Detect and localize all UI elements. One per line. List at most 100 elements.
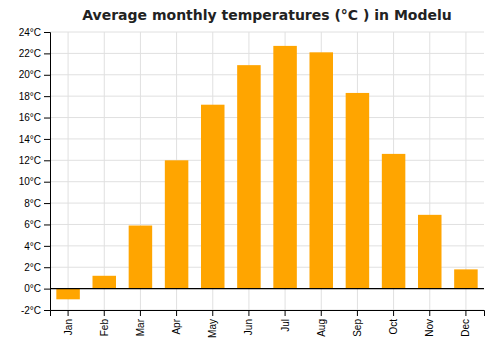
tick: 8°C: [24, 198, 50, 209]
bar: [418, 215, 442, 289]
tick: Aug: [316, 310, 327, 337]
tick-mark: [140, 310, 141, 316]
tick: Jun: [243, 310, 254, 335]
tick: Feb: [99, 310, 110, 336]
tick-mark: [44, 118, 50, 119]
plot: -2°C 0°C 2°C 4°C 6°C 8°C 10°C 12°C 14°C 16°C 18°C 2…: [19, 27, 485, 338]
bar: [309, 52, 333, 288]
tick-label: Jan: [63, 319, 74, 335]
tick-label: Apr: [171, 318, 182, 334]
tick: 24°C: [19, 27, 50, 38]
tick-label: 18°C: [19, 91, 41, 102]
tick-label: Feb: [99, 319, 110, 337]
tick-mark: [44, 53, 50, 54]
tick-label: Aug: [316, 319, 327, 337]
tick-label: 6°C: [24, 219, 41, 230]
tick-mark: [44, 289, 50, 290]
tick-mark: [429, 310, 430, 316]
grid-line: [50, 181, 484, 182]
bar: [92, 276, 116, 289]
tick: -2°C: [21, 305, 50, 316]
tick-mark: [285, 310, 286, 316]
grid: [50, 32, 484, 310]
tick: 6°C: [24, 219, 50, 230]
tick-mark: [44, 75, 50, 76]
tick: Sep: [352, 310, 363, 337]
tick-mark: [44, 182, 50, 183]
y-axis: -2°C 0°C 2°C 4°C 6°C 8°C 10°C 12°C 14°C 16°C 18°C 2…: [19, 27, 51, 316]
tick: Dec: [460, 310, 471, 337]
bar: [273, 46, 297, 289]
bars: [50, 46, 484, 299]
tick-mark: [321, 310, 322, 316]
tick-label: 16°C: [19, 112, 41, 123]
tick-mark: [44, 96, 50, 97]
tick-label: -2°C: [21, 305, 41, 316]
tick-label: Jun: [243, 319, 254, 335]
tick: Nov: [424, 310, 435, 337]
axis-line: [51, 311, 485, 317]
grid-line: [50, 288, 484, 289]
tick: 14°C: [19, 134, 50, 145]
tick-mark: [44, 246, 50, 247]
grid-line: [50, 203, 484, 204]
tick-mark: [44, 203, 50, 204]
x-axis: Jan Feb Mar Apr May Jun Jul Aug Sep Oct Nov Dec: [51, 310, 485, 338]
tick-label: 2°C: [24, 262, 41, 273]
tick: 2°C: [24, 262, 50, 273]
tick-label: Sep: [352, 319, 363, 337]
tick: May: [207, 310, 218, 338]
tick-mark: [465, 310, 466, 316]
tick: 16°C: [19, 112, 50, 123]
bar: [382, 154, 406, 289]
grid-line: [104, 32, 105, 310]
tick-mark: [44, 267, 50, 268]
tick-label: 12°C: [19, 155, 41, 166]
tick: 0°C: [24, 283, 50, 294]
tick-label: 4°C: [24, 241, 41, 252]
tick-mark: [357, 310, 358, 316]
tick: 22°C: [19, 48, 50, 59]
baseline: [50, 288, 484, 289]
tick-label: 20°C: [19, 69, 41, 80]
grid-line: [50, 160, 484, 161]
tick: Mar: [135, 310, 146, 336]
tick: 4°C: [24, 241, 50, 252]
tick-label: Jul: [280, 319, 291, 332]
grid-line: [465, 32, 466, 310]
tick: 10°C: [19, 176, 50, 187]
tick-mark: [68, 310, 69, 316]
tick-label: Dec: [460, 319, 471, 337]
title: Average monthly temperatures (°C ) in Mo…: [82, 7, 452, 23]
bar: [165, 160, 189, 288]
grid-line: [50, 117, 484, 118]
tick-mark: [212, 310, 213, 316]
tick-mark: [248, 310, 249, 316]
grid-line: [50, 74, 484, 75]
grid-line: [50, 32, 484, 33]
bar: [129, 226, 153, 289]
grid-line: [50, 138, 484, 139]
tick-label: 22°C: [19, 48, 41, 59]
tick-label: Mar: [135, 318, 146, 336]
tick-mark: [44, 160, 50, 161]
tick-label: 8°C: [24, 198, 41, 209]
tick: Apr: [171, 310, 182, 335]
tick: 18°C: [19, 91, 50, 102]
axis-line: [44, 33, 51, 311]
bar: [346, 93, 370, 289]
tick-mark: [44, 139, 50, 140]
tick-label: Oct: [388, 319, 399, 335]
bar: [454, 269, 478, 288]
bar: [56, 289, 80, 300]
tick: Jul: [280, 310, 291, 332]
tick-mark: [44, 224, 50, 225]
tick-mark: [44, 32, 50, 33]
tick-mark: [176, 310, 177, 316]
tick: 20°C: [19, 69, 50, 80]
tick-label: 14°C: [19, 134, 41, 145]
grid-line: [50, 96, 484, 97]
tick: Oct: [388, 310, 399, 335]
tick: Jan: [63, 310, 74, 335]
tick-label: Nov: [424, 319, 435, 337]
